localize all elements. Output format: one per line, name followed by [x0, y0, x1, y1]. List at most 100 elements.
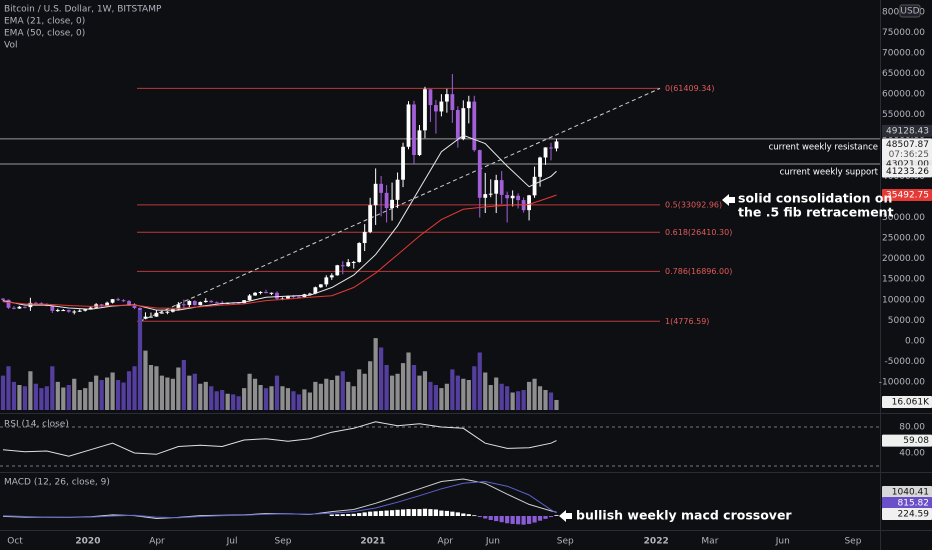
candle-body: [477, 150, 482, 198]
pane-title: RSI (14, close): [4, 420, 69, 430]
macd-histogram-bar: [379, 510, 384, 516]
candle-body: [373, 183, 378, 206]
level-text: current weekly resistance: [769, 142, 878, 152]
candle-body: [50, 305, 55, 311]
volume-bar: [324, 378, 329, 410]
candle-body: [12, 307, 16, 309]
candle-body: [88, 307, 93, 310]
macd-histogram-bar: [483, 515, 488, 519]
candle-body: [17, 306, 22, 309]
candle-body: [291, 296, 296, 298]
volume-bar: [39, 388, 44, 410]
macd-value-box: [882, 497, 932, 509]
volume-bar: [483, 372, 488, 410]
volume-bar: [494, 377, 499, 410]
volume-bar: [510, 392, 515, 410]
ema-value-box: [882, 165, 932, 178]
volume-bar: [472, 366, 477, 410]
volume-bar: [477, 352, 482, 410]
last-price: 48507.87: [886, 140, 929, 150]
candle-body: [318, 284, 323, 288]
volume-bar: [236, 396, 241, 410]
candle-body: [554, 141, 559, 149]
macd-histogram-bar: [329, 514, 334, 516]
volume-bar: [368, 361, 373, 410]
unit-badge: USD: [900, 7, 919, 17]
volume-bar: [61, 387, 66, 410]
legend-entry: EMA (50, close, 0): [4, 29, 85, 39]
y-tick-label: -5000.00: [885, 357, 926, 367]
volume-bar: [357, 369, 362, 410]
candle-body: [55, 310, 60, 312]
y-tick-label: 55000.00: [882, 110, 925, 120]
volume-bar: [154, 366, 159, 410]
volume-bar: [263, 388, 269, 410]
volume-value-box: [882, 396, 932, 408]
macd-histogram-bar: [477, 515, 482, 518]
volume-bar: [22, 386, 28, 410]
x-tick-label: Oct: [7, 537, 23, 547]
volume-bar: [165, 377, 170, 410]
y-tick-label: 0.00: [905, 336, 925, 346]
candle-body: [253, 292, 257, 296]
volume-bar: [33, 383, 38, 410]
volume-bar: [105, 377, 110, 410]
trend-line: [139, 87, 661, 322]
x-tick-label: 2021: [360, 537, 385, 547]
volume-bar: [406, 352, 411, 410]
y-tick-label: 80.00: [899, 423, 925, 433]
y-tick-label: 25000.00: [882, 234, 925, 244]
volume-bar: [285, 388, 291, 410]
volume-bar: [532, 378, 537, 410]
legend-entry: EMA (21, close, 0): [4, 17, 85, 27]
volume-bar: [66, 385, 71, 410]
volume-bar: [203, 381, 208, 410]
macd-histogram-bar: [510, 515, 515, 524]
volume-bar: [537, 386, 543, 410]
y-tick-label: 10000.00: [882, 295, 925, 305]
x-tick-label: Jul: [226, 537, 238, 547]
level-value-box: [882, 124, 932, 137]
volume-bar: [340, 371, 345, 410]
volume-bar: [280, 386, 285, 410]
macd-histogram-bar: [554, 515, 559, 516]
candle-body: [488, 193, 493, 195]
candle-body: [461, 108, 466, 139]
macd-histogram-bar: [537, 515, 543, 521]
volume-bar: [384, 365, 389, 410]
countdown-box: [882, 148, 932, 161]
candle-body: [329, 275, 334, 278]
macd-histogram-bar: [373, 511, 378, 516]
candle-body: [116, 299, 120, 301]
fib-label: 0(61409.34): [665, 84, 715, 93]
volume-bar: [488, 385, 493, 410]
volume-bar: [11, 381, 17, 410]
macd-histogram-bar: [543, 515, 548, 519]
candle-body: [384, 192, 389, 209]
candle-body: [198, 302, 203, 306]
macd-histogram-bar: [499, 515, 504, 523]
volume-bar: [181, 360, 186, 410]
countdown: 07:36:25: [889, 150, 929, 160]
candle-body: [307, 293, 312, 295]
volume-bar: [329, 380, 334, 410]
candle-body: [203, 300, 208, 303]
candle-body: [455, 110, 460, 139]
candle-body: [516, 195, 521, 201]
candle-body: [1, 298, 5, 300]
volume-bar: [94, 375, 99, 410]
candle-body: [247, 295, 252, 301]
volume-bar: [115, 380, 121, 410]
volume-bar: [417, 375, 422, 410]
macd-histogram-bar: [532, 515, 537, 523]
ema-value-box: [882, 188, 932, 201]
volume-bar: [351, 386, 356, 410]
macd-histogram-bar: [351, 513, 356, 516]
candle-body: [105, 302, 110, 306]
volume-bar: [50, 366, 55, 410]
volume-bar: [72, 378, 77, 410]
volume-bar: [439, 388, 444, 410]
volume-bar: [335, 375, 340, 410]
volume-bar: [318, 383, 323, 410]
